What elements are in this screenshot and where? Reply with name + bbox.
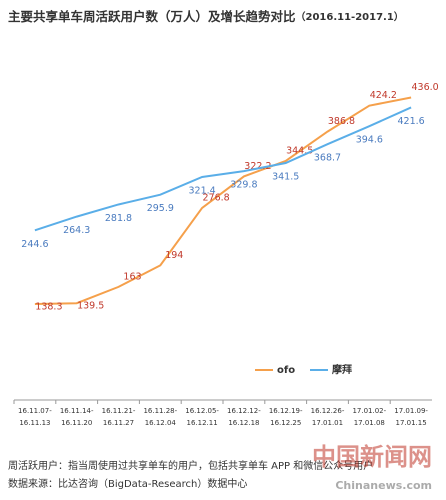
data-label: 421.6: [397, 116, 424, 127]
data-label: 386.8: [328, 116, 355, 127]
data-label: 344.5: [286, 145, 313, 156]
x-tick-label: 16.11.14-: [60, 407, 94, 415]
watermark: 中国新闻网: [312, 443, 432, 471]
data-label: 281.8: [105, 213, 132, 224]
x-tick-label: 17.01.09-: [394, 407, 428, 415]
legend-label: ofo: [277, 365, 295, 376]
data-label: 341.5: [272, 172, 299, 183]
note: 数据来源：比达咨询（BigData-Research）数据中心: [8, 477, 247, 490]
data-label: 139.5: [77, 301, 104, 312]
note: 周活跃用户：指当周使用过共享单车的用户，包括共享单车 APP 和微信公众号用户: [8, 459, 373, 472]
data-label: 322.2: [244, 161, 271, 172]
data-label: 424.2: [370, 90, 397, 101]
chart-title-line: 主要共享单车周活跃用户数（万人）及增长趋势对比（2016.11-2017.1）: [8, 9, 404, 24]
x-tick-label: 17.01.01: [312, 419, 343, 427]
data-label: 163: [123, 271, 141, 282]
data-label: 194: [165, 250, 183, 261]
x-tick-label: 17.01.15: [396, 419, 427, 427]
data-label: 329.8: [230, 180, 257, 191]
x-tick-label: 16.12.04: [145, 419, 177, 427]
legend-label: 摩拜: [332, 363, 352, 376]
data-label: 394.6: [356, 135, 383, 146]
x-tick-label: 16.12.26-: [311, 407, 345, 415]
x-tick-label: 16.11.20: [61, 419, 92, 427]
series-line: [34, 96, 412, 306]
chart-title: 主要共享单车周活跃用户数（万人）及增长趋势对比: [8, 9, 296, 24]
data-label: 368.7: [314, 153, 341, 164]
x-tick-label: 17.01.08: [354, 419, 385, 427]
x-tick-label: 16.12.18: [228, 419, 259, 427]
data-label: 138.3: [35, 302, 62, 313]
x-tick-label: 16.12.11: [187, 419, 218, 427]
data-label: 436.0: [411, 82, 438, 93]
data-label: 321.4: [188, 185, 215, 196]
x-tick-label: 16.11.21-: [102, 407, 136, 415]
x-tick-label: 17.01.02-: [352, 407, 386, 415]
x-tick-label: 16.11.28-: [143, 407, 177, 415]
data-label: 244.6: [21, 239, 48, 250]
data-label: 276.8: [202, 192, 229, 203]
data-label: 295.9: [147, 203, 174, 214]
watermark: Chinanews.com: [335, 479, 432, 492]
x-tick-label: 16.12.12-: [227, 407, 261, 415]
x-tick-label: 16.11.13: [19, 419, 50, 427]
x-tick-label: 16.12.19-: [269, 407, 303, 415]
series-line: [34, 106, 412, 232]
x-tick-label: 16.11.07-: [18, 407, 52, 415]
x-tick-label: 16.12.25: [270, 419, 301, 427]
data-label: 264.3: [63, 225, 90, 236]
x-tick-label: 16.12.05-: [185, 407, 219, 415]
x-tick-label: 16.11.27: [103, 419, 134, 427]
chart-subtitle: （2016.11-2017.1）: [296, 10, 404, 23]
